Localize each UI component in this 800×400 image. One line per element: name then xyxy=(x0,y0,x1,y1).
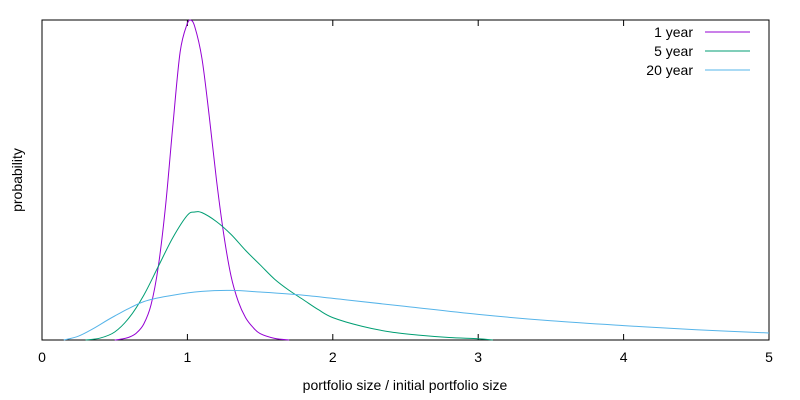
x-tick-label-2: 2 xyxy=(329,349,337,365)
x-tick-label-5: 5 xyxy=(765,349,773,365)
x-tick-label-0: 0 xyxy=(38,349,46,365)
plot-frame xyxy=(41,19,770,341)
y-axis-label: probability xyxy=(9,148,25,212)
legend-label-1: 5 year xyxy=(654,43,693,59)
x-tick-label-1: 1 xyxy=(184,349,192,365)
series-line-0 xyxy=(114,19,290,341)
series-lines xyxy=(63,19,770,341)
legend-label-2: 20 year xyxy=(646,62,693,78)
x-tick-label-3: 3 xyxy=(474,349,482,365)
series-line-1 xyxy=(85,211,493,341)
legend-label-0: 1 year xyxy=(654,24,693,40)
x-axis-label: portfolio size / initial portfolio size xyxy=(303,377,508,393)
series-line-2 xyxy=(63,289,770,341)
legend: 1 year 5 year 20 year xyxy=(646,24,750,78)
x-tick-label-4: 4 xyxy=(620,349,628,365)
